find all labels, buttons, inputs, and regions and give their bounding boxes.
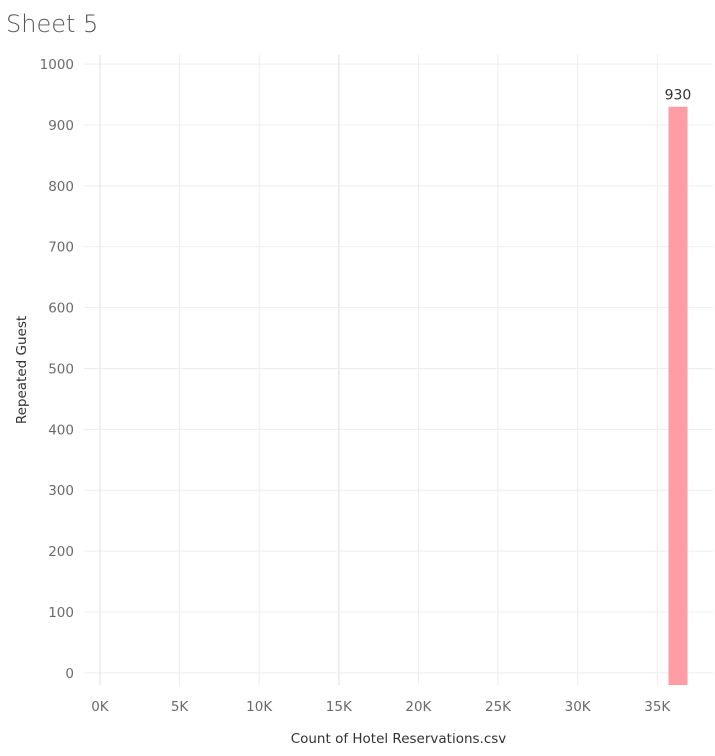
gridlines <box>84 55 713 685</box>
y-tick-label: 0 <box>65 666 74 682</box>
y-tick-label: 200 <box>48 544 74 560</box>
x-tick-label: 25K <box>485 699 512 715</box>
y-tick-label: 600 <box>48 301 74 317</box>
bars: 930 <box>665 88 692 685</box>
x-tick-label: 30K <box>565 699 592 715</box>
y-tick-label: 1000 <box>40 57 74 73</box>
y-tick-label: 900 <box>48 118 74 134</box>
y-tick-label: 500 <box>48 361 74 377</box>
x-axis-title: Count of Hotel Reservations.csv <box>291 731 507 747</box>
y-axis-ticks: 0 100 200 300 400 500 600 700 800 900 1000 <box>40 57 74 682</box>
x-tick-label: 5K <box>171 699 190 715</box>
x-tick-label: 10K <box>246 699 273 715</box>
bar-data-label: 930 <box>665 88 692 104</box>
bar <box>668 106 688 685</box>
sheet-title: Sheet 5 <box>6 10 99 38</box>
y-tick-label: 100 <box>48 605 74 621</box>
x-axis-ticks: 0K 5K 10K 15K 20K 25K 30K 35K <box>91 699 671 715</box>
x-tick-label: 20K <box>405 699 432 715</box>
x-tick-label: 0K <box>91 699 110 715</box>
y-tick-label: 300 <box>48 483 74 499</box>
y-tick-label: 400 <box>48 422 74 438</box>
x-tick-label: 35K <box>644 699 671 715</box>
y-tick-label: 700 <box>48 240 74 256</box>
y-tick-label: 800 <box>48 179 74 195</box>
x-tick-label: 15K <box>326 699 353 715</box>
y-axis-title: Repeated Guest <box>14 316 30 424</box>
